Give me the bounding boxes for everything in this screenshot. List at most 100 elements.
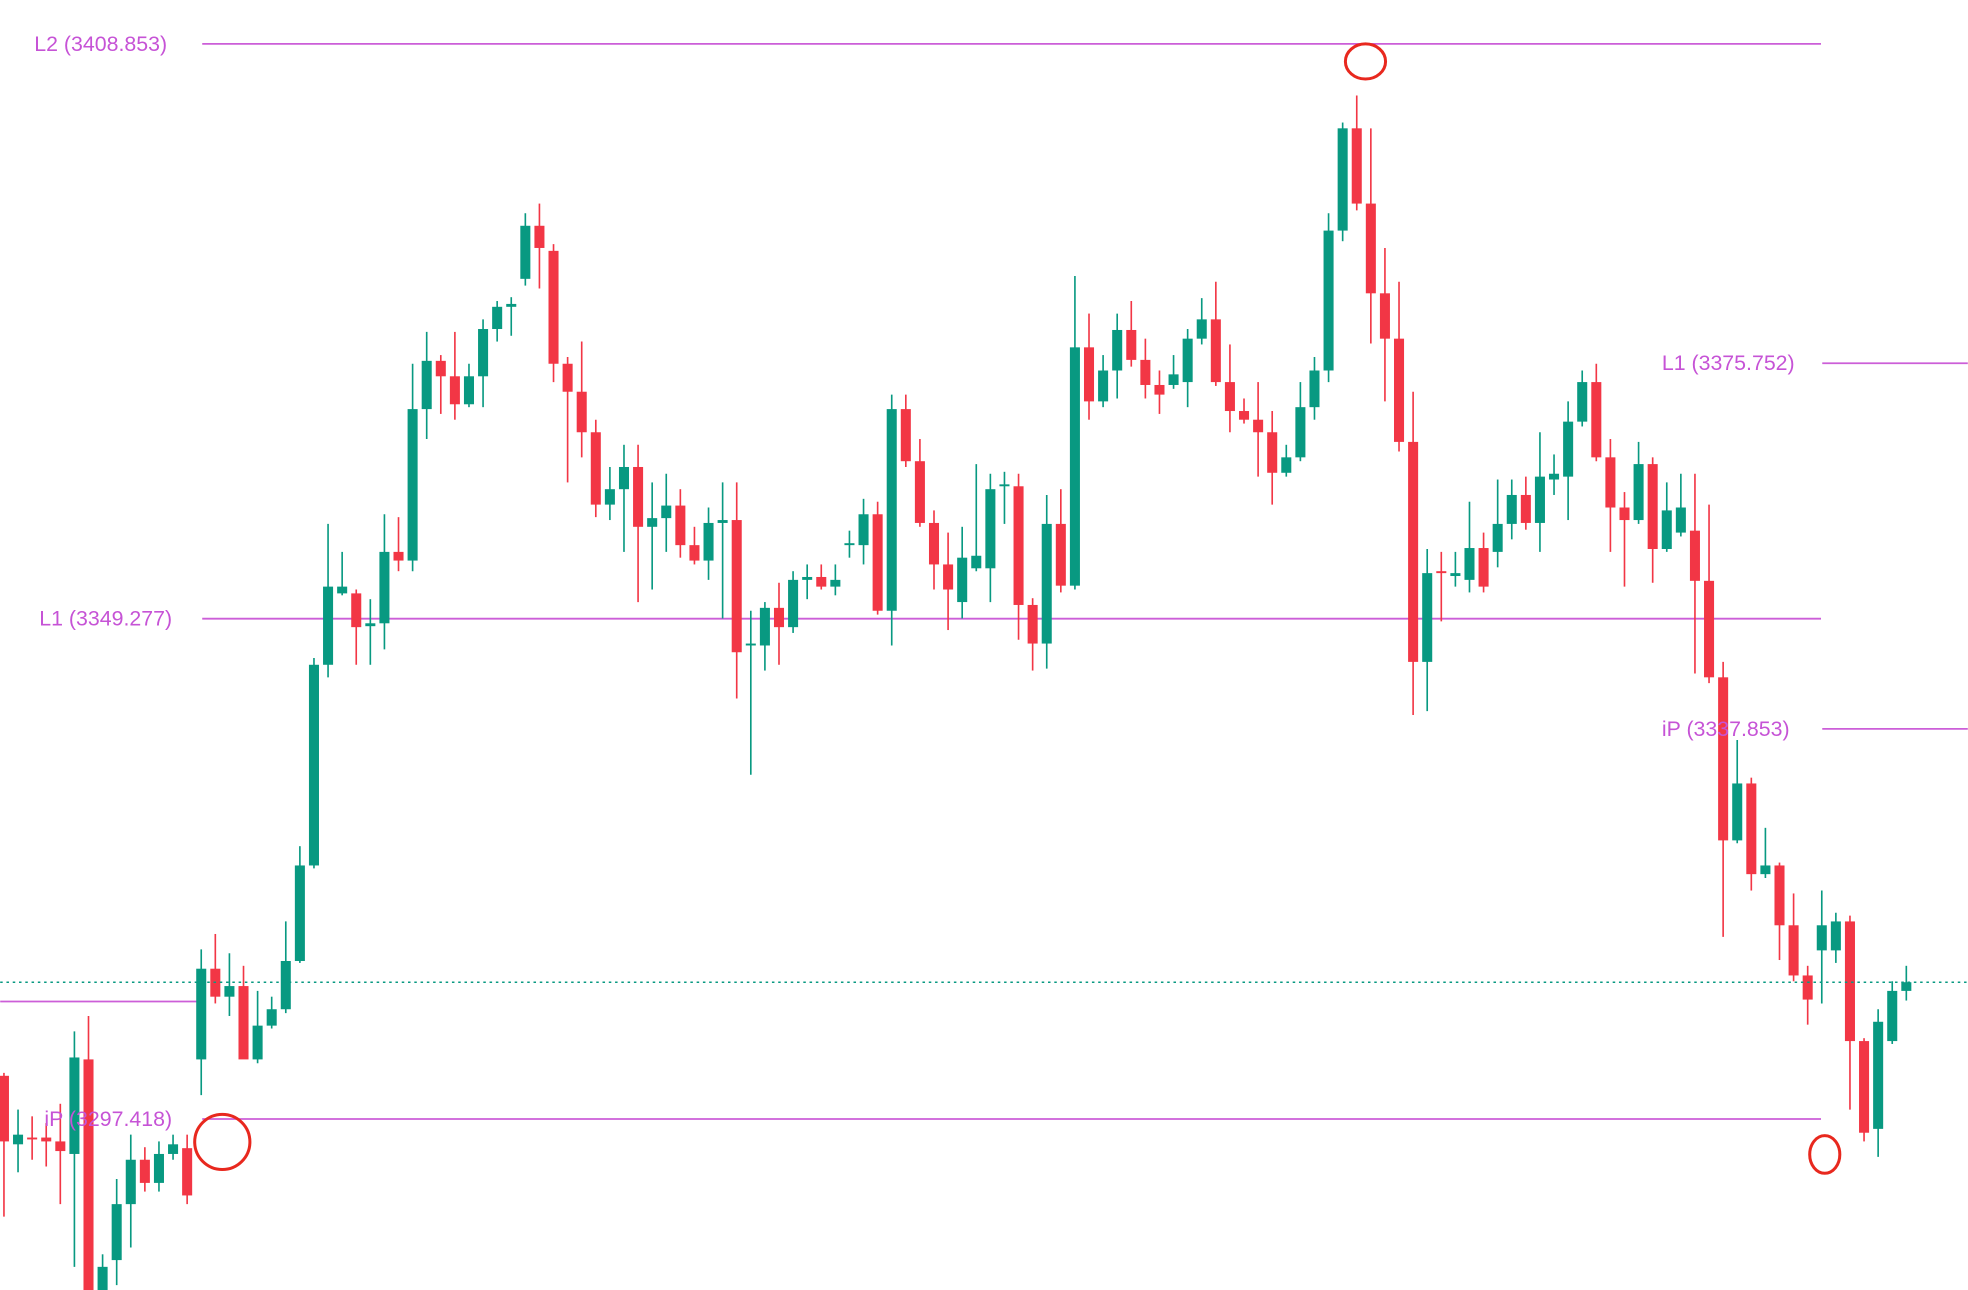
candle-body [1830, 921, 1841, 951]
candle-body [562, 363, 573, 392]
level-labels: L2 (3408.853) L1 (3375.752) L1 (3349.277) i… [34, 32, 1794, 1131]
candle-body [548, 250, 559, 364]
candle-body [308, 664, 319, 866]
candle-body [478, 329, 489, 377]
candle-body [1295, 407, 1306, 458]
candle-body [703, 522, 714, 561]
candle-body [773, 607, 785, 628]
candle-body [633, 466, 644, 527]
candle-body [421, 360, 432, 410]
candle-body [1746, 783, 1757, 875]
candle-body [844, 543, 855, 546]
candle-body [900, 409, 911, 462]
candle-body [872, 514, 883, 611]
highlight-circle [1343, 42, 1388, 81]
candle-body [745, 643, 756, 646]
candle-body [1887, 990, 1898, 1042]
candle-body [1365, 203, 1376, 294]
candle-body [1605, 457, 1616, 508]
candle-body [1041, 523, 1052, 644]
candle-body [675, 505, 686, 546]
candle-body [618, 466, 630, 490]
candle-body [449, 376, 460, 405]
level-label: L1 (3349.277) [39, 607, 172, 631]
candle-body [1788, 925, 1799, 976]
candle-body [1140, 359, 1151, 385]
candle-body [1718, 677, 1729, 841]
candle-body [1647, 464, 1658, 549]
candle-body [97, 1266, 108, 1290]
candle-body [1591, 382, 1602, 458]
level-label: iP (3297.418) [44, 1107, 172, 1131]
candle-body [280, 960, 291, 1010]
candle-body [1704, 580, 1715, 678]
candle-body [1309, 370, 1320, 408]
candle-body [55, 1141, 66, 1152]
candle-body [1774, 865, 1785, 926]
candle-body [1802, 975, 1813, 1000]
candle-body [1873, 1021, 1884, 1129]
candle-body [534, 225, 545, 248]
candle-body [1253, 419, 1264, 433]
candle-body [1083, 347, 1095, 402]
candle-body [407, 409, 418, 561]
candle-body [294, 865, 305, 961]
candle-body [1422, 573, 1433, 662]
candle-body [1069, 347, 1080, 586]
candle-body [1492, 523, 1503, 552]
candle-body [520, 225, 531, 279]
candle-body [1859, 1041, 1870, 1133]
candle-body [788, 579, 799, 628]
candle-body [1436, 571, 1447, 574]
candle-body [125, 1159, 136, 1205]
candle-body [830, 579, 841, 587]
candle-body [886, 409, 897, 611]
candle-body [576, 391, 587, 433]
candle-body [506, 303, 517, 307]
candle-body [1478, 548, 1489, 587]
candle-body [1379, 293, 1390, 339]
candle-body [1126, 329, 1137, 360]
candle-body [168, 1144, 179, 1154]
candle-body [1563, 421, 1574, 477]
candle-body [1238, 411, 1250, 420]
candle-body [27, 1137, 38, 1140]
candle-body [816, 576, 827, 587]
level-label: L1 (3375.752) [1662, 351, 1795, 375]
candle-body [1182, 338, 1193, 383]
candle-body [999, 484, 1010, 487]
candles [0, 95, 1968, 1290]
candle-body [1534, 476, 1545, 523]
candle-body [1901, 982, 1912, 991]
candle-body [1154, 384, 1165, 395]
candle-body [13, 1134, 24, 1145]
candle-body [0, 1075, 9, 1142]
candle-body [1013, 486, 1024, 605]
candle-body [379, 551, 390, 624]
candle-body [1168, 374, 1179, 385]
candle-body [252, 1025, 263, 1060]
candle-body [1055, 523, 1066, 586]
levels [0, 42, 1968, 1120]
candle-body [435, 360, 446, 377]
candle-body [69, 1057, 80, 1154]
candle-body [1394, 338, 1405, 442]
candle-body [985, 489, 996, 569]
candle-body [337, 586, 348, 594]
candle-body [1577, 382, 1588, 422]
candle-body [1224, 382, 1235, 412]
candle-body [463, 376, 474, 405]
candle-body [1281, 457, 1292, 473]
candle-body [928, 522, 940, 565]
candle-body [957, 557, 968, 603]
candle-body [1337, 128, 1348, 231]
annotations [193, 42, 1842, 1175]
candle-body [717, 520, 728, 523]
candle-body [1408, 441, 1419, 662]
candle-body [1464, 548, 1475, 580]
candle-body [1816, 925, 1827, 951]
candle-body [1675, 507, 1686, 533]
candle-body [1520, 494, 1531, 523]
